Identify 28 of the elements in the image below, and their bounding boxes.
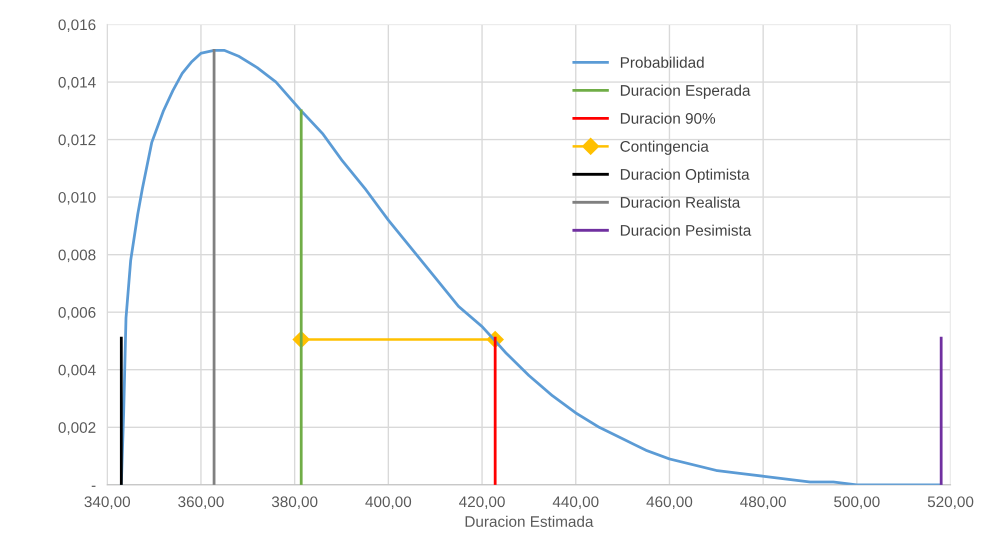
x-tick-label: 340,00 bbox=[84, 496, 130, 509]
legend-label: Duracion Optimista bbox=[620, 168, 750, 183]
y-tick-label: 0,012 bbox=[58, 134, 96, 148]
x-tick-label: 380,00 bbox=[272, 496, 318, 509]
x-tick-label: 400,00 bbox=[365, 496, 412, 509]
y-tick-label: - bbox=[92, 486, 96, 487]
legend-label: Probabilidad bbox=[620, 56, 704, 68]
y-tick-label: 0,008 bbox=[58, 250, 96, 262]
legend-label: Duracion 90% bbox=[620, 112, 716, 124]
x-axis-title: Duracion Estimada bbox=[466, 516, 594, 527]
legend-label: Contingencia bbox=[620, 140, 709, 155]
x-tick-label: 500,00 bbox=[834, 496, 880, 509]
y-tick-label: 0,004 bbox=[58, 364, 96, 378]
x-tick-label: 520,00 bbox=[928, 496, 974, 509]
y-tick-label: 0,014 bbox=[58, 76, 96, 90]
x-tick-label: 420,00 bbox=[459, 496, 505, 509]
x-tick-label: 360,00 bbox=[178, 496, 224, 509]
y-tick-label: 0,002 bbox=[58, 422, 96, 435]
y-tick-label: 0,006 bbox=[58, 307, 96, 320]
x-tick-label: 440,00 bbox=[552, 496, 599, 509]
legend-label: Duracion Pesimista bbox=[620, 224, 752, 236]
x-tick-label: 460,00 bbox=[646, 496, 692, 509]
y-tick-label: 0,010 bbox=[58, 192, 96, 205]
y-tick-label: 0,016 bbox=[58, 19, 96, 32]
legend-label: Duracion Esperada bbox=[620, 84, 750, 99]
legend-label: Duracion Realista bbox=[620, 196, 740, 208]
line-series bbox=[120, 48, 943, 485]
x-tick-label: 480,00 bbox=[740, 496, 786, 509]
